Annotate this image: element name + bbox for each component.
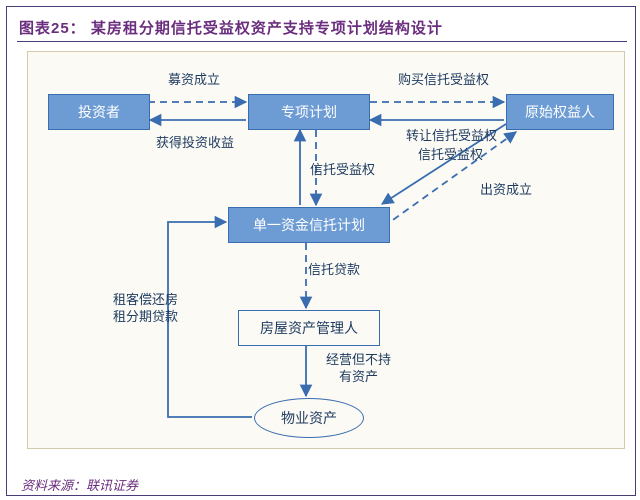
label-tbr: 信托受益权 <box>418 147 483 164</box>
label-tbr2: 信托受益权 <box>310 162 375 179</box>
outer-frame: 图表25： 某房租分期信托受益权资产支持专项计划结构设计 投资者 专项计划 原始权益… <box>6 6 636 496</box>
node-manager: 房屋资产管理人 <box>238 310 380 346</box>
node-investor: 投资者 <box>48 94 150 130</box>
label-setup: 出资成立 <box>480 182 532 199</box>
label-transfer: 转让信托受益权 <box>406 128 497 145</box>
title-rule <box>17 41 627 42</box>
label-repay: 租客偿还房租分期贷款 <box>113 292 178 326</box>
diagram-area: 投资者 专项计划 原始权益人单一资金信托计划房屋资产管理人物业资产 募资成立获得投资收… <box>27 51 625 449</box>
arrow-7 <box>390 132 516 222</box>
node-trust: 单一资金信托计划 <box>228 207 390 243</box>
label-buy: 购买信托受益权 <box>398 72 489 89</box>
source-text: 资料来源：联讯证券 <box>21 475 138 494</box>
label-raise: 募资成立 <box>168 72 220 89</box>
label-loan: 信托贷款 <box>308 262 360 279</box>
node-plan: 专项计划 <box>248 94 370 130</box>
node-property: 物业资产 <box>254 398 364 438</box>
label-return: 获得投资收益 <box>156 135 234 152</box>
chart-title: 图表25： 某房租分期信托受益权资产支持专项计划结构设计 <box>19 17 443 38</box>
label-operate: 经营但不持有资产 <box>326 352 391 386</box>
node-originator: 原始权益人 <box>506 94 614 130</box>
